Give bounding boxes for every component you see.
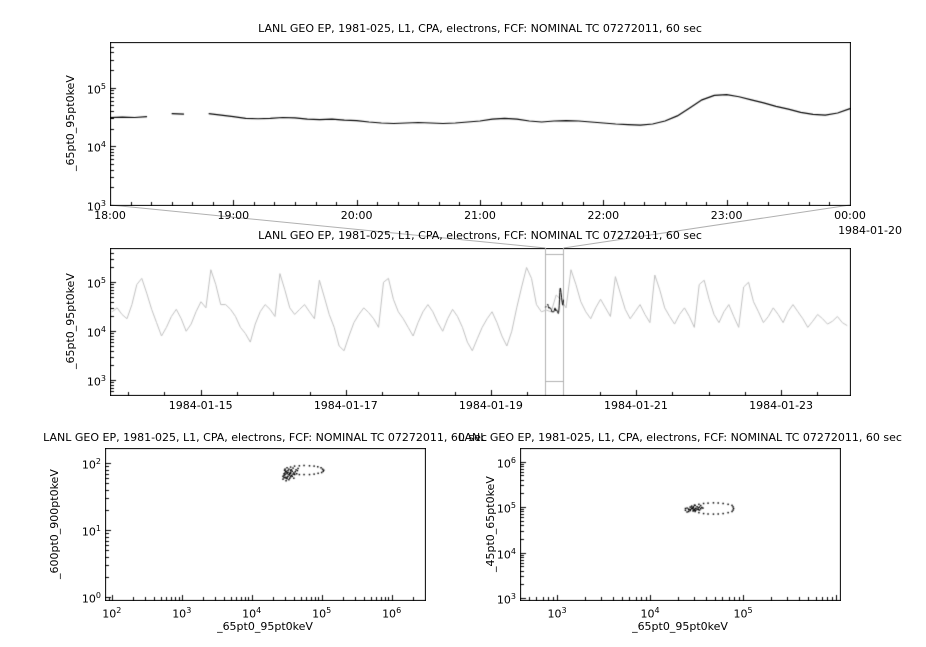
plot-title-scatter-right: LANL GEO EP, 1981-025, L1, CPA, electron… [458, 431, 902, 444]
scatter-plot-bottom-right[interactable] [520, 448, 841, 601]
x-tick-label: 1984-01-19 [458, 399, 523, 412]
x-tick-label: 1984-01-23 [749, 399, 814, 412]
x-tick-label: 105 [733, 606, 753, 621]
y-tick-label: 103 [86, 374, 106, 389]
y-tick-label: 102 [81, 457, 101, 473]
plot-title-zoom: LANL GEO EP, 1981-025, L1, CPA, electron… [258, 22, 702, 35]
timeseries-zoom-plot[interactable] [110, 42, 851, 206]
x-tick-label: 19:00 [217, 209, 250, 222]
y-tick-label: 105 [86, 276, 106, 291]
plot-title-scatter-left: LANL GEO EP, 1981-025, L1, CPA, electron… [43, 431, 487, 444]
x-tick-label: 1984-01-17 [313, 399, 378, 412]
y-tick-label: 105 [496, 501, 516, 516]
x-tick-label: 22:00 [587, 209, 620, 222]
x-tick-label: 103 [547, 606, 567, 621]
x-tick-label: 103 [172, 606, 192, 621]
x-tick-label: 102 [102, 606, 122, 621]
y-tick-label: 103 [496, 591, 516, 607]
x-tick-label: 104 [640, 606, 660, 621]
x-tick-label: 105 [312, 606, 332, 621]
y-axis-label-scatter-left: _600pt0_900pt0keV [48, 469, 61, 579]
x-tick-label: 18:00 [94, 209, 126, 222]
x-axis-label-scatter-left: _65pt0_95pt0keV [217, 620, 313, 633]
y-tick-label: 104 [496, 546, 516, 562]
y-tick-label: 100 [81, 590, 101, 606]
y-tick-label: 104 [86, 140, 106, 155]
x-tick-label: 104 [242, 606, 262, 621]
x-tick-label: 106 [382, 606, 402, 621]
y-tick-label: 104 [86, 325, 106, 340]
y-tick-label: 101 [81, 524, 101, 539]
x-tick-label: 23:00 [710, 209, 743, 222]
plot-title-context: LANL GEO EP, 1981-025, L1, CPA, electron… [258, 229, 702, 242]
x-axis-label-scatter-right: _65pt0_95pt0keV [632, 620, 728, 633]
y-axis-label-zoom: _65pt0_95pt0keV [64, 75, 77, 172]
x-tick-label: 20:00 [340, 209, 373, 222]
x-tick-label: 1984-01-15 [168, 399, 233, 412]
x-tick-label: 00:00 [834, 209, 866, 222]
y-tick-label: 106 [496, 455, 516, 471]
y-tick-label: 105 [86, 81, 106, 97]
x-tick-label: 21:00 [464, 209, 496, 222]
scatter-plot-bottom-left[interactable] [105, 448, 426, 601]
y-tick-label: 103 [86, 199, 106, 214]
x-tick-label: 1984-01-21 [604, 399, 668, 412]
x-axis-date-label: 1984-01-20 [838, 224, 902, 237]
timeseries-context-plot[interactable] [110, 248, 851, 396]
